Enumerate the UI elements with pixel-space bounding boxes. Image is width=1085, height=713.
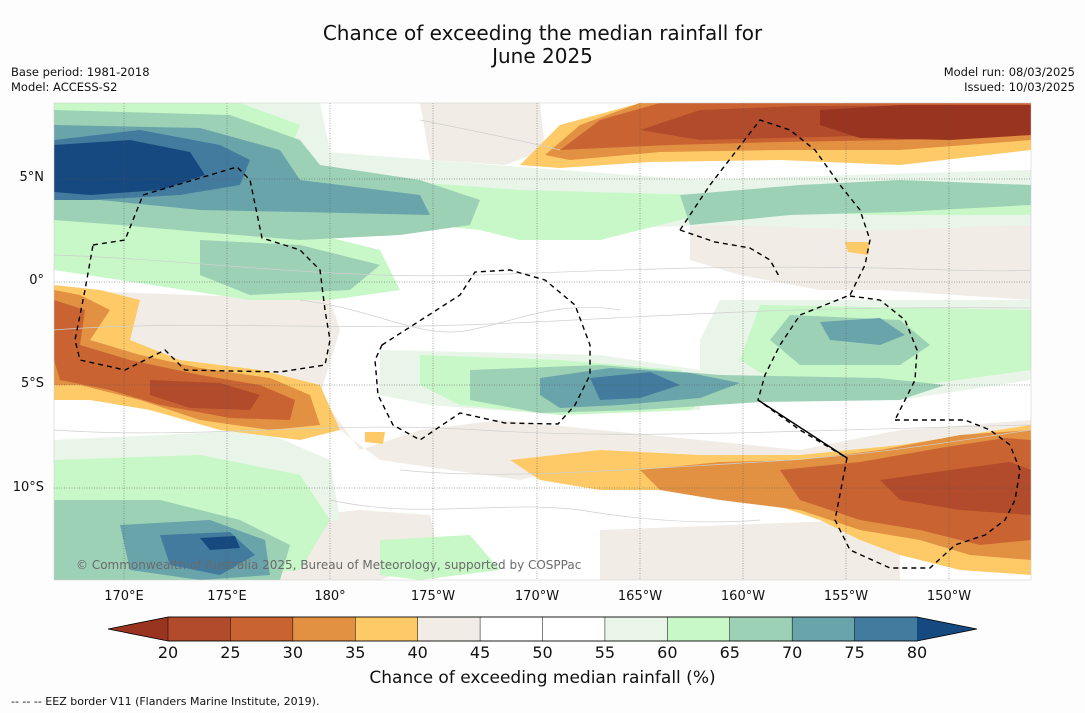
colorbar-cells (167, 616, 918, 642)
colorbar-cell-45-50 (479, 616, 544, 642)
eez-border-kiribati-line-islands (679, 119, 1021, 569)
colorbar-cell-65-70 (729, 616, 793, 642)
eez-border-tokelau (374, 269, 591, 441)
region-20-25-west (150, 380, 260, 410)
region-60-65-south-blob (380, 535, 500, 580)
region-40-45-south (600, 520, 900, 580)
lon-label-180: 180° (314, 589, 346, 604)
colorbar-outline (107, 616, 978, 642)
colorbar-tick-55: 55 (594, 643, 616, 662)
region-20-25-southeast (880, 462, 1031, 515)
colorbar-tick-65: 65 (719, 643, 740, 662)
region-below-20-north (820, 105, 1031, 140)
colorbar-label: Chance of exceeding median rainfall (%) (369, 668, 716, 688)
lat-label-5s: 5°S (20, 376, 44, 391)
contour-line-2 (54, 307, 1031, 331)
colorbar (107, 616, 978, 642)
colorbar-tick-25: 25 (220, 643, 241, 662)
gridlines (54, 103, 1031, 580)
contour-line-6 (299, 299, 621, 333)
lon-label-170w: 170°W (514, 589, 560, 604)
base-period: Base period: 1981-2018 (11, 65, 150, 79)
region-above-80-southwest (200, 536, 240, 550)
colorbar-cell-50-55 (542, 616, 606, 642)
region-40-45-north (420, 103, 545, 165)
model-run: Model run: 08/03/2025 (943, 65, 1075, 79)
colorbar-tick-20: 20 (157, 643, 179, 662)
colorbar-cell-60-65 (667, 616, 731, 642)
contour-line-4 (399, 429, 1031, 475)
colorbar-cell-25-30 (230, 616, 294, 642)
colorbar-cell-20-25 (167, 616, 232, 642)
issued-date: Issued: 10/03/2025 (964, 80, 1075, 94)
copyright-notice: © Commonwealth of Australia 2025, Bureau… (76, 558, 582, 572)
lon-label-175e: 175°E (207, 589, 247, 604)
region-40-45-central (54, 290, 1031, 480)
layer-above-80 (54, 140, 240, 550)
colorbar-tick-60: 60 (657, 643, 678, 662)
colorbar-cell-70-75 (791, 616, 856, 642)
colorbar-tick-40: 40 (407, 643, 428, 662)
contour-line-1 (54, 254, 1031, 277)
lon-label-170e: 170°E (104, 589, 144, 604)
region-35-40-small-blob (365, 432, 385, 444)
lon-label-160w: 160°W (720, 589, 766, 604)
eez-border-solid-segment (757, 399, 848, 459)
title-line-2: June 2025 (492, 44, 593, 68)
region-75-80-center (590, 372, 680, 400)
colorbar-cell-35-40 (355, 616, 419, 642)
contour-lines (54, 119, 1031, 523)
lat-label-equator: 0° (29, 273, 44, 288)
lat-label-10s: 10°S (12, 480, 44, 495)
colorbar-cell-40-45 (417, 616, 481, 642)
title-line-1: Chance of exceeding the median rainfall … (322, 21, 763, 45)
lat-label-5n: 5°N (19, 170, 45, 185)
colorbar-tick-75: 75 (844, 643, 865, 662)
model-name: Model: ACCESS-S2 (11, 80, 118, 94)
colorbar-cell-55-60 (604, 616, 669, 642)
lon-label-150w: 150°W (926, 589, 972, 604)
map-area[interactable] (54, 103, 1031, 580)
lon-label-155w: 155°W (823, 589, 869, 604)
colorbar-cell-30-35 (292, 616, 357, 642)
eez-borders (74, 119, 1021, 569)
colorbar-tick-45: 45 (469, 643, 491, 662)
region-65-70-west (200, 240, 380, 295)
colorbar-tick-50: 50 (532, 643, 553, 662)
contour-line-7 (329, 499, 761, 523)
map-title: Chance of exceeding the median rainfall … (0, 22, 1085, 68)
colorbar-tick-80: 80 (906, 643, 928, 662)
region-65-70-northeast (680, 180, 1031, 225)
eez-border-east-segment (849, 295, 918, 421)
colorbar-cell-75-80 (854, 616, 918, 642)
region-70-75-east (820, 318, 905, 345)
region-above-80-northwest (54, 140, 205, 195)
lon-label-175w: 175°W (410, 589, 456, 604)
region-40-45-east (690, 220, 1031, 300)
contour-line-5 (419, 119, 561, 151)
region-35-40-east-blob (845, 242, 870, 255)
layer-below-20 (820, 105, 1031, 140)
colorbar-tick-35: 35 (345, 643, 366, 662)
eez-legend-note: -- -- -- EEZ border V11 (Flanders Marine… (11, 695, 320, 708)
colorbar-high-arrow (917, 617, 977, 641)
model-info: Base period: 1981-2018 Model: ACCESS-S2 (11, 65, 150, 95)
lon-label-165w: 165°W (617, 589, 663, 604)
colorbar-low-arrow (108, 617, 168, 641)
map-frame (53, 102, 1032, 581)
colorbar-tick-30: 30 (282, 643, 303, 662)
colorbar-tick-70: 70 (781, 643, 803, 662)
run-info: Model run: 08/03/2025 Issued: 10/03/2025 (944, 65, 1075, 95)
contour-line-3 (54, 424, 1031, 435)
